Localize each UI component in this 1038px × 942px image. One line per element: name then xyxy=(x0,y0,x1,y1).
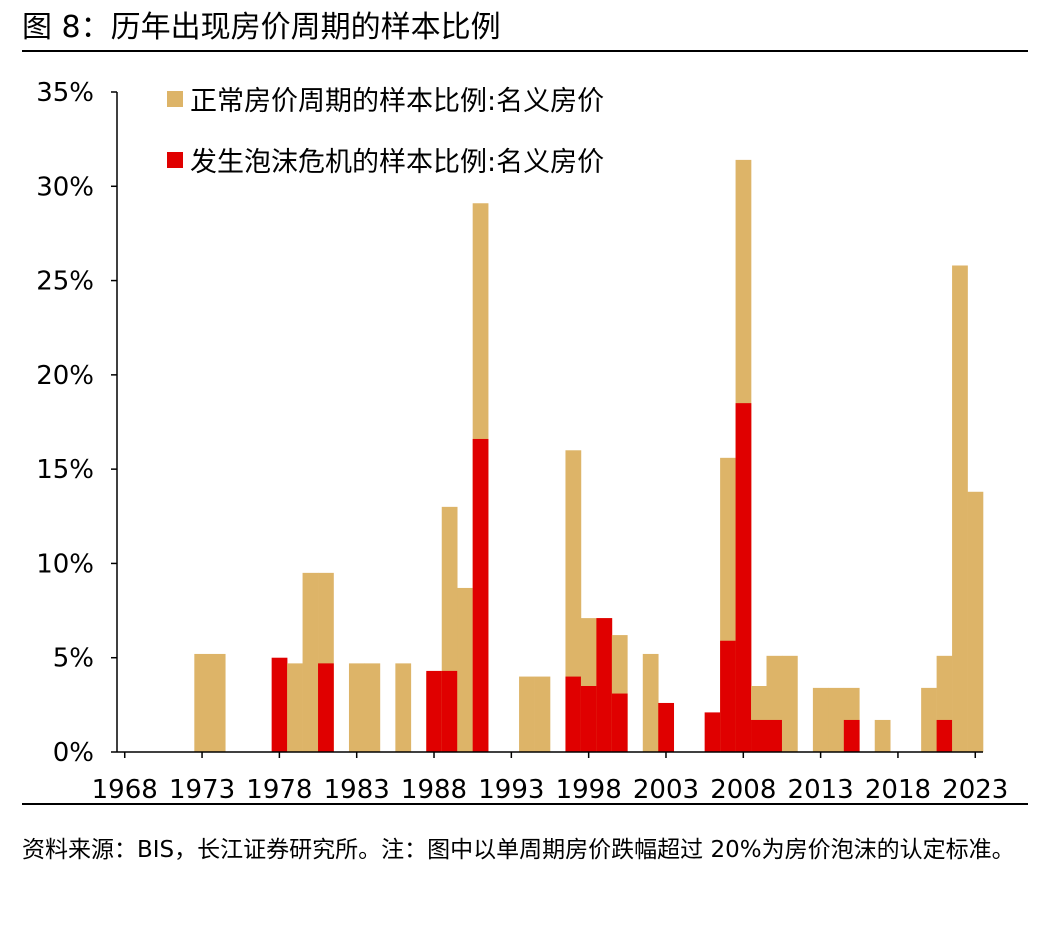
legend-label: 正常房价周期的样本比例:名义房价 xyxy=(190,86,604,117)
y-tick-label: 35% xyxy=(36,78,94,108)
x-tick-label: 2023 xyxy=(942,775,1008,800)
title-divider xyxy=(22,50,1028,52)
bar-bubble-crisis xyxy=(766,719,783,752)
bar-normal-cycle xyxy=(209,653,226,752)
y-tick-label: 20% xyxy=(36,361,94,391)
bar-normal-cycle xyxy=(348,663,365,752)
bar-normal-cycle xyxy=(364,663,381,752)
bar-normal-cycle xyxy=(395,663,412,752)
x-tick-label: 1968 xyxy=(92,775,158,800)
bar-bubble-crisis xyxy=(936,719,953,752)
bar-bubble-crisis xyxy=(426,670,443,752)
legend-swatch xyxy=(167,91,183,107)
x-tick-label: 2003 xyxy=(633,775,699,800)
y-tick-label: 5% xyxy=(53,644,94,674)
x-tick-label: 1998 xyxy=(556,775,622,800)
bar-normal-cycle xyxy=(519,676,535,752)
x-tick-label: 1973 xyxy=(169,775,235,800)
bar-bubble-crisis xyxy=(735,403,752,752)
x-tick-label: 2013 xyxy=(788,775,854,800)
bar-bubble-crisis xyxy=(843,719,860,752)
x-tick-label: 1993 xyxy=(478,775,544,800)
bar-normal-cycle xyxy=(781,655,798,752)
x-tick-label: 1978 xyxy=(246,775,312,800)
legend-swatch xyxy=(167,152,183,168)
y-tick-label: 30% xyxy=(36,172,94,202)
bar-normal-cycle xyxy=(287,663,303,752)
bar-bubble-crisis xyxy=(580,686,597,752)
bar-normal-cycle xyxy=(967,491,984,752)
x-tick-label: 1983 xyxy=(324,775,390,800)
bar-normal-cycle xyxy=(874,719,891,752)
bar-normal-cycle xyxy=(194,653,211,752)
bar-bubble-crisis xyxy=(441,670,458,752)
bar-bubble-crisis xyxy=(611,693,628,752)
bar-bubble-crisis xyxy=(318,663,334,752)
bar-bubble-crisis xyxy=(751,719,767,752)
bar-bubble-crisis xyxy=(658,702,675,752)
bar-normal-cycle xyxy=(812,687,829,752)
y-tick-label: 10% xyxy=(36,549,94,579)
y-tick-label: 0% xyxy=(53,738,94,768)
bar-chart: 0% 5% 10% 15% 20% 25% 30% 35% 1968 1973 1978 1983 19… xyxy=(36,78,1008,800)
bar-bubble-crisis xyxy=(565,676,582,752)
bar-bubble-crisis xyxy=(720,640,736,752)
source-divider xyxy=(22,803,1028,805)
bar-normal-cycle xyxy=(642,653,659,752)
bar-bubble-crisis xyxy=(271,657,288,752)
source-note: 资料来源：BIS，长江证券研究所。注：图中以单周期房价跌幅超过 20%为房价泡沫… xyxy=(22,837,1015,863)
y-tick-label: 15% xyxy=(36,455,94,485)
bar-normal-cycle xyxy=(952,265,968,752)
bar-normal-cycle xyxy=(534,676,551,752)
bar-normal-cycle xyxy=(921,687,937,752)
figure-title: 图 8：历年出现房价周期的样本比例 xyxy=(22,10,501,45)
x-tick-label: 2018 xyxy=(865,775,931,800)
bar-normal-cycle xyxy=(457,587,473,752)
bar-bubble-crisis xyxy=(472,438,489,752)
legend-label: 发生泡沫危机的样本比例:名义房价 xyxy=(190,147,604,178)
y-tick-label: 25% xyxy=(36,267,94,297)
bar-normal-cycle xyxy=(302,572,319,752)
bar-bubble-crisis xyxy=(596,618,613,752)
bar-normal-cycle xyxy=(828,687,845,752)
x-tick-label: 1988 xyxy=(401,775,467,800)
bar-bubble-crisis xyxy=(704,712,721,752)
x-tick-label: 2008 xyxy=(710,775,776,800)
